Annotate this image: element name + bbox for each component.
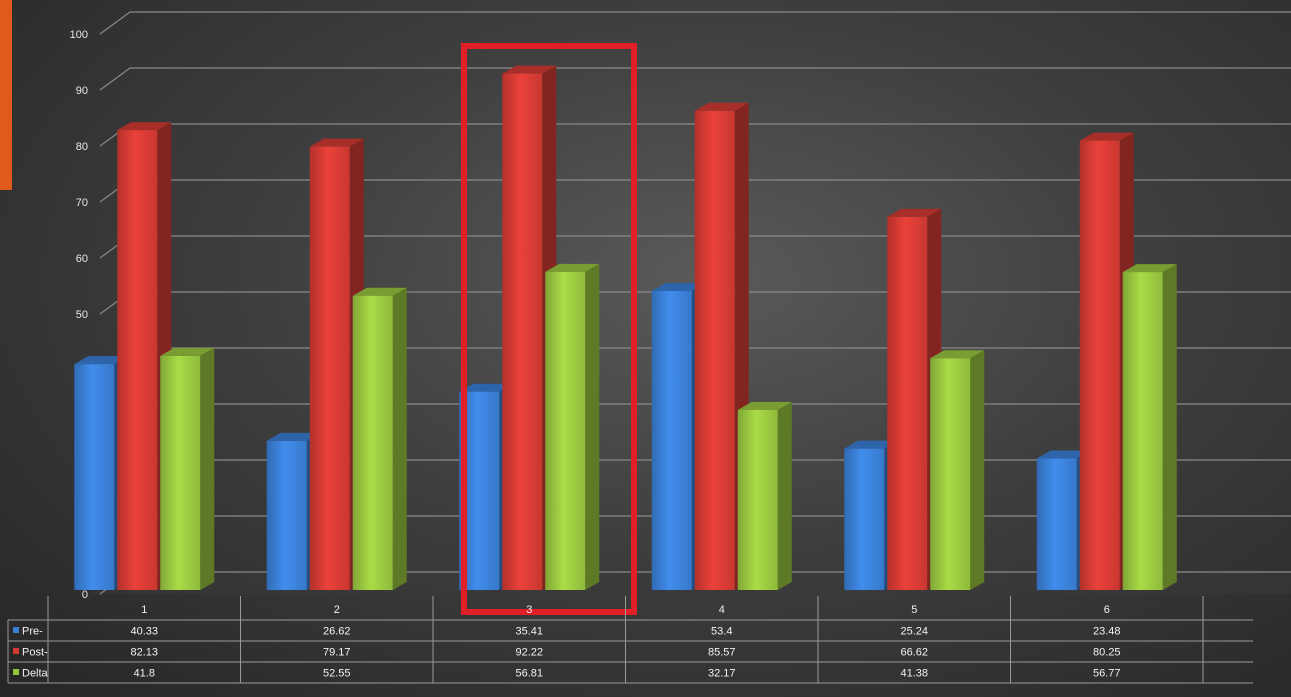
x-category-label: 6 [1104, 604, 1110, 616]
legend-label: Pre- [22, 626, 43, 638]
bar-top [651, 282, 706, 291]
bar-delta-6 [1122, 264, 1177, 590]
bar-front [74, 364, 115, 590]
data-table-value: 25.24 [900, 626, 928, 638]
y-tick-label: 90 [76, 85, 88, 97]
bar-top [1036, 450, 1091, 459]
data-table: 1 2 3 4 5 6 Pre- 40.33 26.62 35.41 53.4 25.24 23.48 P… [7, 596, 1253, 684]
bar-front [117, 130, 158, 590]
bar-top [459, 383, 514, 392]
y-tick-label: 60 [76, 253, 88, 265]
data-table-value: 41.8 [134, 668, 155, 680]
data-table-value: 56.81 [515, 668, 543, 680]
data-table-value: 56.77 [1093, 668, 1121, 680]
bar-delta-5 [930, 350, 985, 590]
bar-post-3 [502, 65, 557, 591]
y-tick-label: 0 [82, 589, 88, 601]
legend-swatch-post [13, 648, 19, 654]
bar-front [694, 110, 735, 591]
bar-top [930, 350, 985, 359]
highlight-box [461, 43, 637, 615]
bar-delta-2 [352, 287, 407, 590]
x-category-label: 2 [334, 604, 340, 616]
bar-front [844, 448, 885, 590]
bar-top [74, 356, 129, 365]
bar-post-1 [117, 122, 172, 591]
y-tick-label: 70 [76, 197, 88, 209]
data-table-value: 53.4 [711, 626, 732, 638]
data-table-value: 23.48 [1093, 626, 1121, 638]
bar-side [777, 401, 792, 590]
bar-top [352, 287, 407, 296]
bar-front [887, 216, 928, 591]
bar-top [1079, 132, 1134, 141]
bar-side [200, 347, 215, 590]
bar-side [585, 263, 600, 590]
data-table-value: 32.17 [708, 668, 736, 680]
bar-front [309, 146, 350, 590]
data-table-value: 80.25 [1093, 647, 1121, 659]
bar-front [1079, 140, 1120, 590]
bar-top [160, 347, 215, 356]
bar-side [970, 350, 985, 590]
data-table-value: 92.22 [515, 647, 543, 659]
bar-top [502, 65, 557, 74]
data-table-value: 85.57 [708, 647, 736, 659]
x-category-label: 3 [526, 604, 532, 616]
bar-top [545, 263, 600, 272]
bar-top [887, 208, 942, 217]
bar-top [844, 440, 899, 449]
legend-swatch-pre [13, 627, 19, 633]
y-tick-label: 100 [70, 29, 88, 41]
data-table-value: 79.17 [323, 647, 351, 659]
bar-top [266, 432, 321, 441]
legend-swatch-delta [13, 669, 19, 675]
data-table-value: 52.55 [323, 668, 351, 680]
gridline-diagonal [99, 11, 131, 35]
y-tick-label: 50 [76, 309, 88, 321]
bar-front [651, 290, 692, 590]
bars [74, 65, 1177, 591]
bar-delta-1 [160, 347, 215, 590]
accent-bar [0, 0, 12, 190]
bar-side [1162, 264, 1177, 590]
legend-label: Post- [22, 647, 48, 659]
bar-top [737, 401, 792, 410]
data-table-value: 40.33 [130, 626, 158, 638]
bar-front [502, 73, 543, 591]
x-category-label: 1 [141, 604, 147, 616]
bar-front [266, 440, 307, 590]
bar-front [545, 271, 586, 590]
bar-side [392, 287, 407, 590]
bar-front [1036, 458, 1077, 590]
y-tick-label: 80 [76, 141, 88, 153]
bar-front [1122, 272, 1163, 590]
data-table-value: 82.13 [130, 647, 158, 659]
bar-top [117, 122, 172, 131]
bar-front [160, 355, 201, 590]
data-table-value: 41.38 [900, 668, 928, 680]
gridline-diagonal [99, 67, 131, 91]
x-category-label: 5 [911, 604, 917, 616]
bar-top [309, 138, 364, 147]
bar-delta-4 [737, 401, 792, 590]
data-table-value: 26.62 [323, 626, 351, 638]
data-table-value: 66.62 [900, 647, 928, 659]
bar-front [352, 295, 393, 590]
bar-top [1122, 264, 1177, 273]
bar-front [737, 409, 778, 590]
x-category-label: 4 [719, 604, 725, 616]
legend-label: Delta [22, 668, 49, 680]
bar-front [930, 358, 971, 590]
bar-top [694, 102, 749, 111]
data-table-value: 35.41 [515, 626, 543, 638]
bar-delta-3 [545, 263, 600, 590]
